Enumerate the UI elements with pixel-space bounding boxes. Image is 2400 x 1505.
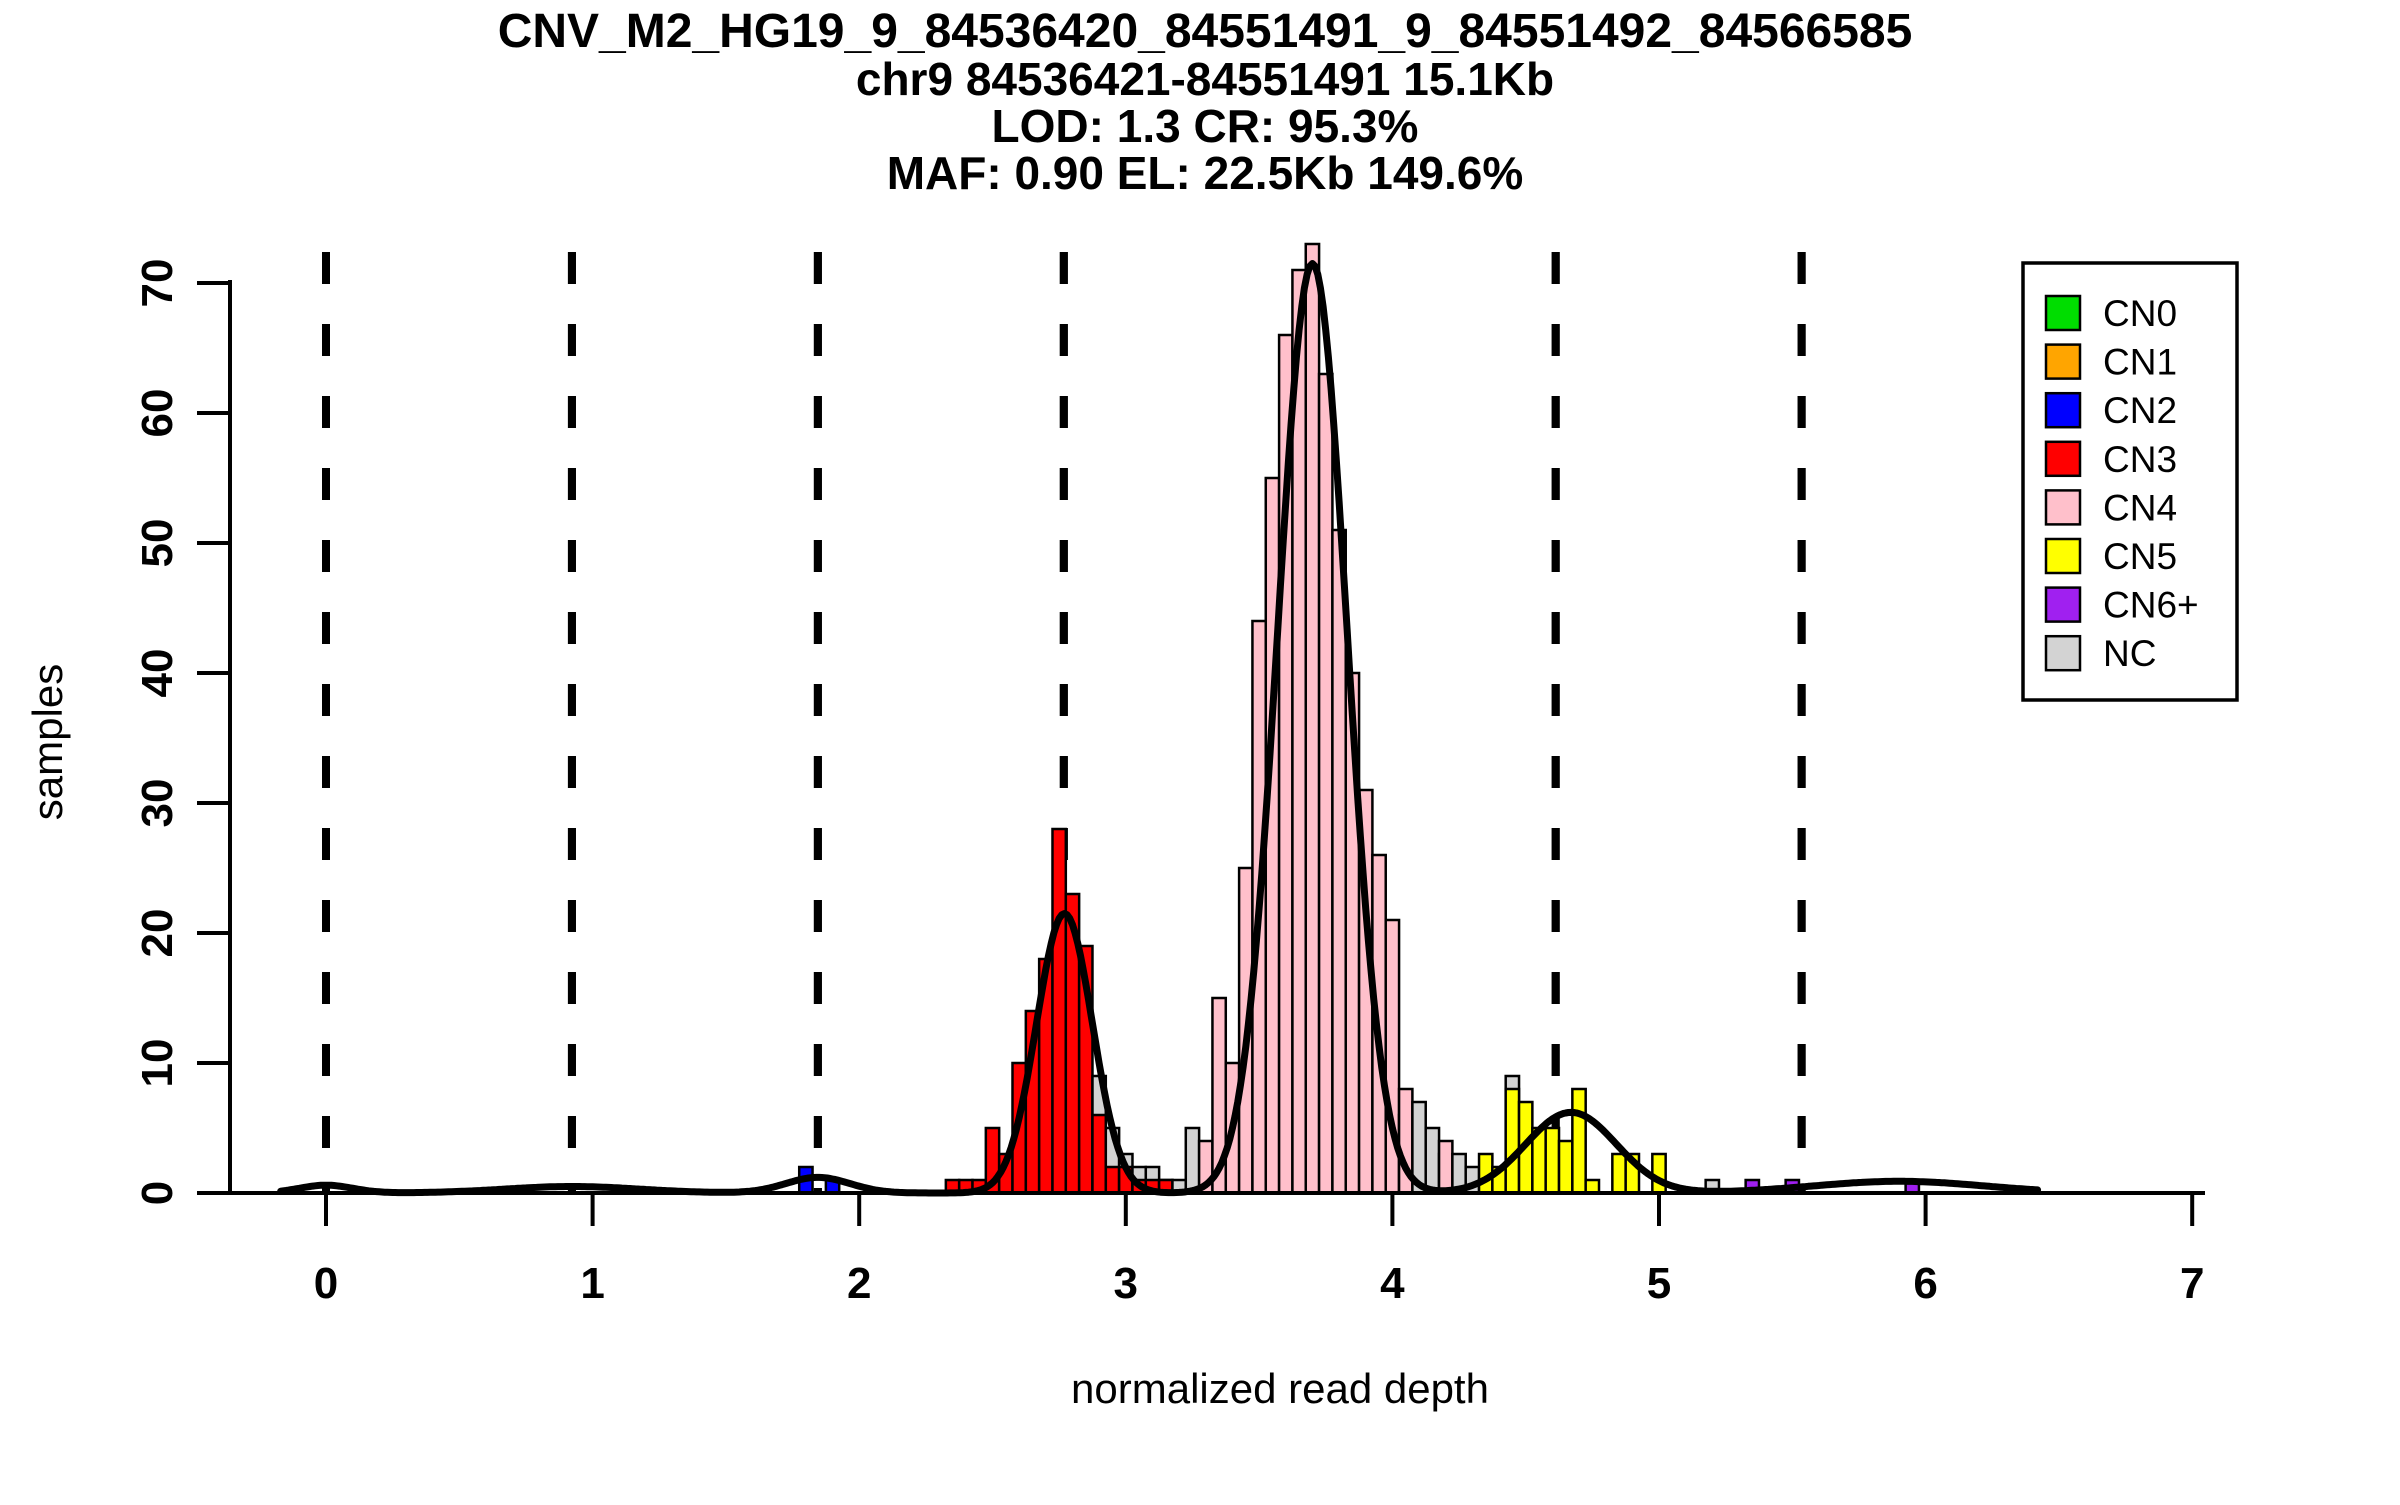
x-tick-label: 1: [580, 1259, 604, 1308]
legend-label: CN5: [2103, 536, 2177, 577]
y-tick-label: 70: [133, 259, 182, 308]
histogram-bar-cn4: [1304, 242, 1321, 1195]
legend-item: CN0: [2044, 293, 2177, 334]
y-axis-title: samples: [24, 664, 71, 820]
legend: CN0 CN1 CN2 CN3 CN4 CN5 CN6+ NC: [2021, 261, 2239, 702]
histogram-bar-cn5: [1571, 1087, 1587, 1195]
legend-swatch-cn1-icon: [2044, 343, 2082, 380]
legend-box: [2021, 261, 2239, 702]
x-tick-label: 6: [1913, 1259, 1937, 1308]
histogram-bar-cn4: [1437, 1139, 1454, 1195]
histogram-bar-cn5: [1557, 1139, 1574, 1195]
x-tick-label: 2: [847, 1259, 871, 1308]
plot-title-line3: LOD: 1.3 CR: 95.3%: [992, 100, 1419, 152]
x-tick-label: 0: [314, 1259, 338, 1308]
legend-item: CN1: [2044, 342, 2177, 383]
legend-swatch-cn6plus-icon: [2044, 586, 2082, 623]
histogram-bar-cn3: [1091, 1113, 1108, 1195]
legend-item: CN4: [2044, 487, 2177, 528]
legend-swatch-cn4-icon: [2044, 489, 2082, 526]
y-tick-label: 30: [133, 779, 182, 828]
legend-swatch-cn0-icon: [2044, 294, 2082, 332]
legend-swatch-nc-icon: [2044, 634, 2082, 672]
y-tick-label: 10: [133, 1039, 182, 1088]
gaussian-fit-curve: [277, 260, 2042, 1197]
y-tick-label: 60: [133, 389, 182, 438]
x-tick-label: 3: [1114, 1259, 1138, 1308]
legend-label: CN1: [2103, 342, 2177, 383]
legend-swatch-cn3-icon: [2044, 440, 2082, 478]
histogram-bar-cn5: [1611, 1152, 1627, 1195]
legend-swatch-cn2-icon: [2044, 391, 2082, 429]
legend-item: CN2: [2044, 390, 2177, 431]
x-tick-label: 7: [2180, 1259, 2204, 1308]
legend-label: CN6+: [2103, 585, 2199, 626]
y-tick-label: 40: [133, 649, 182, 698]
histogram-bar-cn5: [1651, 1152, 1667, 1195]
histogram-bar-cn5: [1504, 1087, 1521, 1195]
y-tick-label: 50: [133, 519, 182, 568]
plot-title-line4: MAF: 0.90 EL: 22.5Kb 149.6%: [887, 147, 1524, 199]
x-tick-label: 5: [1647, 1259, 1671, 1308]
histogram-bar-cn3: [1051, 827, 1068, 1195]
density-fit-curve: [277, 260, 2042, 1197]
y-tick-label: 20: [133, 909, 182, 958]
legend-item: NC: [2044, 633, 2156, 674]
histogram-bars: [797, 242, 1921, 1195]
legend-label: CN2: [2103, 390, 2177, 431]
legend-item: CN6+: [2044, 585, 2199, 626]
legend-label: CN0: [2103, 293, 2177, 334]
legend-label: NC: [2103, 633, 2156, 674]
y-tick-label: 0: [133, 1181, 182, 1205]
histogram-bar-cn4: [1317, 372, 1334, 1195]
histogram-bar-cn3: [1104, 1165, 1121, 1195]
plot-title-line2: chr9 84536421-84551491 15.1Kb: [856, 53, 1554, 105]
x-tick-label: 4: [1380, 1259, 1405, 1308]
x-axis-title: normalized read depth: [1071, 1365, 1489, 1412]
legend-item: CN3: [2044, 439, 2177, 480]
plot-title-line1: CNV_M2_HG19_9_84536420_84551491_9_845514…: [498, 5, 1913, 58]
histogram-bar-cn5: [1544, 1126, 1561, 1195]
legend-label: CN4: [2103, 487, 2177, 528]
legend-label: CN3: [2103, 439, 2177, 480]
histogram-bar-nc: [1424, 1126, 1441, 1195]
histogram-bar-nc: [1184, 1126, 1201, 1195]
legend-item: CN5: [2044, 536, 2177, 577]
legend-swatch-cn5-icon: [2044, 537, 2082, 575]
